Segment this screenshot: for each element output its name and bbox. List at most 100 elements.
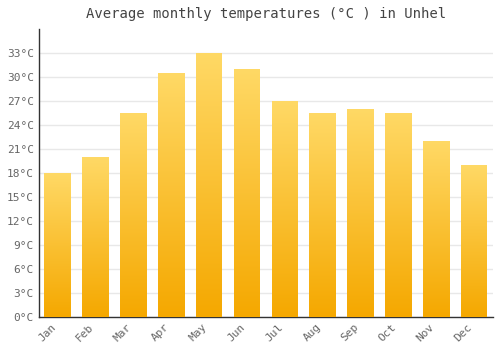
Bar: [310, 229, 336, 230]
Bar: [423, 271, 450, 272]
Bar: [423, 229, 450, 230]
Bar: [158, 74, 184, 76]
Bar: [310, 235, 336, 236]
Bar: [348, 217, 374, 218]
Bar: [310, 256, 336, 257]
Bar: [272, 167, 298, 168]
Bar: [272, 303, 298, 304]
Bar: [44, 305, 71, 306]
Bar: [423, 202, 450, 203]
Bar: [385, 237, 411, 238]
Bar: [272, 186, 298, 187]
Bar: [272, 157, 298, 158]
Bar: [423, 306, 450, 307]
Bar: [196, 268, 222, 270]
Bar: [158, 193, 184, 194]
Bar: [82, 290, 109, 291]
Bar: [82, 172, 109, 173]
Bar: [272, 237, 298, 238]
Bar: [158, 279, 184, 280]
Bar: [310, 132, 336, 133]
Bar: [44, 289, 71, 290]
Bar: [461, 205, 487, 206]
Bar: [310, 307, 336, 308]
Bar: [120, 172, 146, 173]
Bar: [385, 139, 411, 140]
Bar: [310, 141, 336, 142]
Bar: [461, 231, 487, 232]
Bar: [272, 235, 298, 236]
Bar: [234, 179, 260, 181]
Bar: [272, 284, 298, 285]
Bar: [44, 241, 71, 242]
Bar: [310, 273, 336, 274]
Bar: [234, 88, 260, 89]
Bar: [196, 261, 222, 263]
Bar: [385, 266, 411, 267]
Bar: [120, 282, 146, 283]
Bar: [196, 65, 222, 66]
Bar: [310, 219, 336, 220]
Bar: [196, 93, 222, 94]
Bar: [196, 277, 222, 279]
Bar: [348, 116, 374, 117]
Bar: [385, 147, 411, 148]
Bar: [234, 304, 260, 306]
Bar: [120, 216, 146, 217]
Bar: [272, 290, 298, 291]
Bar: [82, 263, 109, 264]
Bar: [196, 229, 222, 230]
Bar: [385, 166, 411, 167]
Bar: [385, 175, 411, 176]
Bar: [461, 314, 487, 315]
Bar: [423, 169, 450, 170]
Bar: [423, 193, 450, 194]
Bar: [158, 262, 184, 263]
Bar: [423, 177, 450, 178]
Bar: [44, 223, 71, 224]
Bar: [348, 147, 374, 148]
Bar: [120, 166, 146, 167]
Bar: [196, 132, 222, 133]
Bar: [385, 285, 411, 286]
Bar: [234, 247, 260, 248]
Bar: [158, 94, 184, 95]
Bar: [348, 289, 374, 290]
Bar: [44, 266, 71, 267]
Bar: [82, 174, 109, 175]
Bar: [82, 221, 109, 222]
Bar: [385, 271, 411, 272]
Bar: [158, 151, 184, 152]
Bar: [272, 253, 298, 254]
Bar: [423, 189, 450, 190]
Bar: [385, 296, 411, 298]
Bar: [120, 261, 146, 262]
Bar: [461, 276, 487, 277]
Bar: [272, 130, 298, 131]
Bar: [120, 316, 146, 317]
Bar: [461, 214, 487, 215]
Bar: [272, 111, 298, 112]
Bar: [423, 173, 450, 174]
Bar: [196, 195, 222, 197]
Bar: [82, 288, 109, 289]
Bar: [272, 238, 298, 239]
Bar: [158, 157, 184, 158]
Bar: [461, 204, 487, 205]
Bar: [348, 220, 374, 221]
Bar: [272, 155, 298, 156]
Bar: [385, 113, 411, 114]
Bar: [120, 183, 146, 184]
Bar: [385, 274, 411, 275]
Bar: [196, 223, 222, 224]
Bar: [44, 235, 71, 236]
Bar: [196, 156, 222, 157]
Bar: [44, 198, 71, 199]
Bar: [158, 261, 184, 262]
Bar: [272, 172, 298, 173]
Bar: [348, 150, 374, 152]
Bar: [385, 310, 411, 311]
Bar: [196, 243, 222, 244]
Bar: [348, 152, 374, 153]
Bar: [272, 164, 298, 166]
